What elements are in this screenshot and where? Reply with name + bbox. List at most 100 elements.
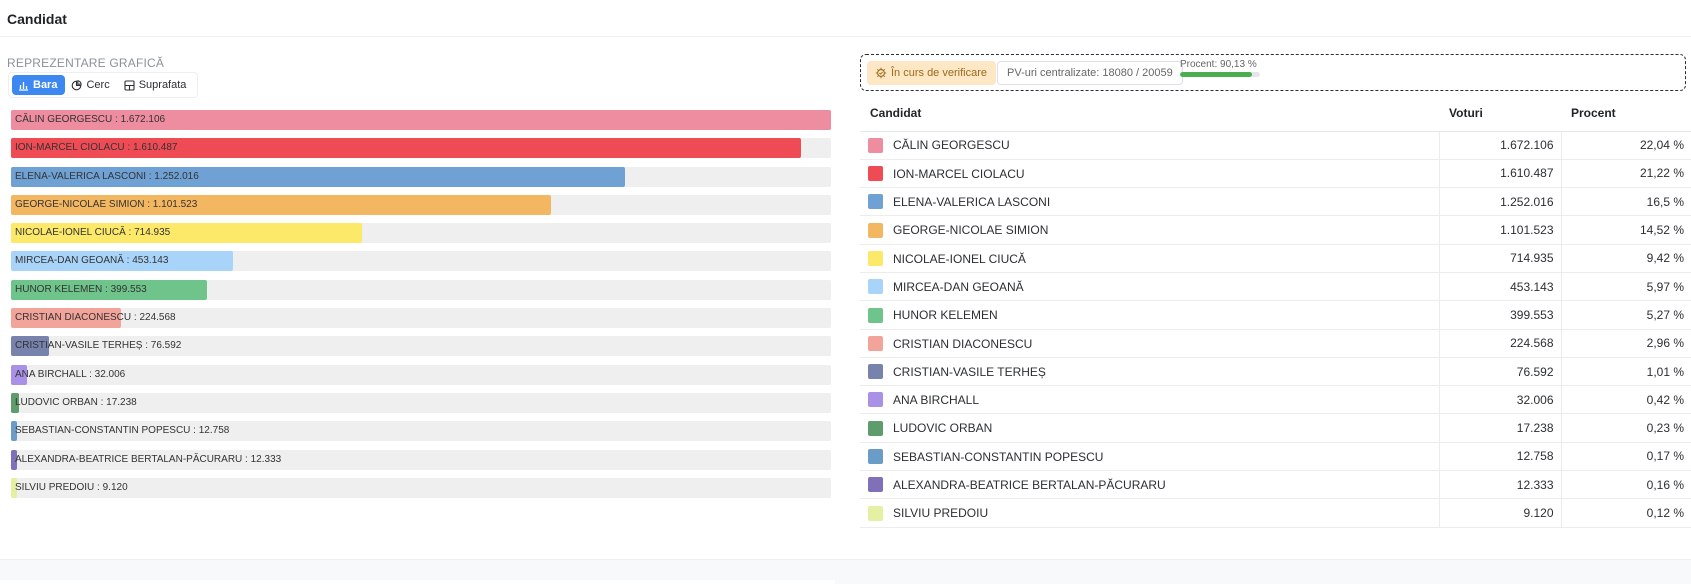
chart-type-pie-button[interactable]: Cerc	[65, 75, 117, 95]
candidate-cell: SILVIU PREDOIU	[860, 498, 1440, 528]
bar-row[interactable]: NICOLAE-IONEL CIUCĂ : 714.935	[11, 223, 831, 244]
bar-row[interactable]: SEBASTIAN-CONSTANTIN POPESCU : 12.758	[11, 421, 831, 442]
bar	[11, 279, 207, 300]
candidate-name: SILVIU PREDOIU	[893, 506, 989, 521]
color-swatch	[868, 307, 883, 323]
candidate-name: MIRCEA-DAN GEOANĂ	[893, 279, 1024, 294]
candidate-cell: ANA BIRCHALL	[860, 385, 1440, 415]
bar-row[interactable]: HUNOR KELEMEN : 399.553	[11, 279, 831, 300]
bar-label: GEORGE-NICOLAE SIMION : 1.101.523	[15, 198, 198, 210]
percent-cell: 1,01 %	[1561, 357, 1691, 387]
bar-label: ALEXANDRA-BEATRICE BERTALAN-PĂCURARU : 1…	[15, 453, 282, 465]
percent-text: Procent: 90,13 %	[1180, 59, 1257, 70]
bar-row[interactable]: ANA BIRCHALL : 32.006	[11, 364, 831, 385]
chart-type-selector: Bara Cerc Suprafata	[8, 72, 199, 98]
color-swatch	[868, 279, 883, 295]
candidate-cell: GEORGE-NICOLAE SIMION	[860, 215, 1440, 245]
color-swatch	[868, 505, 883, 521]
chart-type-pie-label: Cerc	[86, 79, 110, 91]
verification-status-box: În curs de verificare PV-uri centralizat…	[860, 54, 1686, 91]
table-row[interactable]: NICOLAE-IONEL CIUCĂ 714.935 9,42 %	[860, 244, 1691, 273]
table-row[interactable]: CĂLIN GEORGESCU 1.672.106 22,04 %	[860, 131, 1691, 160]
bar	[11, 223, 362, 244]
bar-label: HUNOR KELEMEN : 399.553	[15, 283, 147, 295]
candidate-cell: HUNOR KELEMEN	[860, 300, 1440, 330]
table-row[interactable]: HUNOR KELEMEN 399.553 5,27 %	[860, 300, 1691, 330]
bar-row[interactable]: ALEXANDRA-BEATRICE BERTALAN-PĂCURARU : 1…	[11, 449, 831, 470]
candidate-name: ELENA-VALERICA LASCONI	[893, 194, 1051, 209]
status-badge: În curs de verificare	[867, 61, 996, 85]
bar	[11, 477, 17, 498]
bar-row[interactable]: CĂLIN GEORGESCU : 1.672.106	[11, 110, 831, 130]
table-row[interactable]: SILVIU PREDOIU 9.120 0,12 %	[860, 498, 1691, 528]
bar-row[interactable]: ELENA-VALERICA LASCONI : 1.252.016	[11, 166, 831, 187]
bar-label: CĂLIN GEORGESCU : 1.672.106	[15, 114, 166, 125]
bar	[11, 166, 625, 187]
results-panel: În curs de verificare PV-uri centralizat…	[860, 37, 1691, 557]
table-row[interactable]: LUDOVIC ORBAN 17.238 0,23 %	[860, 413, 1691, 443]
table-row[interactable]: ALEXANDRA-BEATRICE BERTALAN-PĂCURARU 12.3…	[860, 470, 1691, 500]
candidate-name: CRISTIAN-VASILE TERHEȘ	[893, 364, 1046, 379]
chart-type-bar-button[interactable]: Bara	[12, 75, 66, 95]
pie-chart-icon	[72, 79, 83, 90]
votes-cell: 224.568	[1439, 329, 1562, 358]
chart-type-bar-label: Bara	[33, 79, 58, 91]
candidate-cell: ELENA-VALERICA LASCONI	[860, 187, 1440, 217]
bar-label: CRISTIAN DIACONESCU : 224.568	[15, 312, 176, 324]
chart-type-area-button[interactable]: Suprafata	[118, 75, 195, 95]
percent-cell: 16,5 %	[1561, 187, 1691, 217]
bar	[11, 392, 20, 413]
bar	[11, 194, 552, 215]
candidate-cell: CĂLIN GEORGESCU	[860, 131, 1440, 160]
bar-row[interactable]: GEORGE-NICOLAE SIMION : 1.101.523	[11, 194, 831, 215]
bar-row[interactable]: MIRCEA-DAN GEOANĂ : 453.143	[11, 251, 831, 272]
gear-check-icon	[875, 67, 887, 79]
color-swatch	[868, 335, 883, 351]
table-row[interactable]: ELENA-VALERICA LASCONI 1.252.016 16,5 %	[860, 187, 1691, 217]
votes-cell: 714.935	[1439, 244, 1562, 273]
column-header-votes: Voturi	[1439, 96, 1561, 132]
candidate-cell: CRISTIAN-VASILE TERHEȘ	[860, 357, 1440, 387]
candidate-cell: ALEXANDRA-BEATRICE BERTALAN-PĂCURARU	[860, 470, 1440, 500]
bar-row[interactable]: SILVIU PREDOIU : 9.120	[11, 477, 831, 498]
bar-row[interactable]: ION-MARCEL CIOLACU : 1.610.487	[11, 138, 831, 159]
bar	[11, 421, 18, 442]
bar-row[interactable]: CRISTIAN-VASILE TERHEȘ : 76.592	[11, 336, 831, 357]
percent-cell: 0,17 %	[1561, 442, 1691, 472]
bar-row[interactable]: CRISTIAN DIACONESCU : 224.568	[11, 308, 831, 329]
bar-label: ANA BIRCHALL : 32.006	[15, 368, 126, 380]
candidate-name: GEORGE-NICOLAE SIMION	[893, 223, 1049, 238]
color-swatch	[868, 137, 883, 153]
results-table-body: CĂLIN GEORGESCU 1.672.106 22,04 % ION-MARCE…	[860, 131, 1691, 528]
table-row[interactable]: CRISTIAN-VASILE TERHEȘ 76.592 1,01 %	[860, 357, 1691, 387]
candidate-name: ION-MARCEL CIOLACU	[893, 166, 1025, 181]
table-row[interactable]: MIRCEA-DAN GEOANĂ 453.143 5,97 %	[860, 272, 1691, 302]
color-swatch	[868, 477, 883, 493]
bar-row[interactable]: LUDOVIC ORBAN : 17.238	[11, 392, 831, 413]
table-row[interactable]: ION-MARCEL CIOLACU 1.610.487 21,22 %	[860, 159, 1691, 189]
bar	[11, 336, 49, 357]
candidate-name: CĂLIN GEORGESCU	[893, 138, 1010, 153]
bar	[11, 110, 831, 130]
table-row[interactable]: SEBASTIAN-CONSTANTIN POPESCU 12.758 0,17 %	[860, 442, 1691, 472]
candidate-name: ALEXANDRA-BEATRICE BERTALAN-PĂCURARU	[893, 477, 1166, 492]
votes-cell: 32.006	[1439, 385, 1562, 415]
candidate-name: CRISTIAN DIACONESCU	[893, 336, 1033, 351]
table-row[interactable]: CRISTIAN DIACONESCU 224.568 2,96 %	[860, 329, 1691, 358]
color-swatch	[868, 222, 883, 238]
percent-progress: Procent: 90,13 %	[1180, 59, 1263, 77]
candidate-cell: LUDOVIC ORBAN	[860, 413, 1440, 443]
percent-cell: 0,16 %	[1561, 470, 1691, 500]
percent-cell: 14,52 %	[1561, 215, 1691, 245]
candidate-cell: NICOLAE-IONEL CIUCĂ	[860, 244, 1440, 273]
votes-cell: 12.333	[1439, 470, 1562, 500]
color-swatch	[868, 392, 883, 408]
bar	[11, 251, 234, 272]
footer-strip	[0, 559, 1691, 584]
table-row[interactable]: GEORGE-NICOLAE SIMION 1.101.523 14,52 %	[860, 215, 1691, 245]
status-badge-label: În curs de verificare	[891, 67, 987, 79]
candidate-cell: MIRCEA-DAN GEOANĂ	[860, 272, 1440, 302]
percent-cell: 0,42 %	[1561, 385, 1691, 415]
color-swatch	[868, 449, 883, 465]
table-row[interactable]: ANA BIRCHALL 32.006 0,42 %	[860, 385, 1691, 415]
